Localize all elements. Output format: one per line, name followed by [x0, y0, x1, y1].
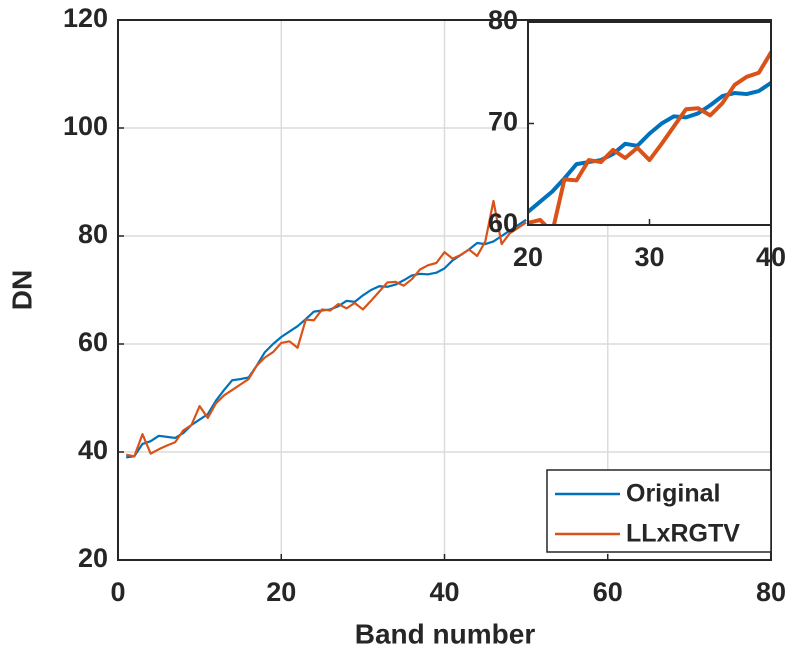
axes-frame — [527, 21, 772, 226]
y-tick-label: 80 — [78, 219, 108, 249]
y-tick-label: 120 — [63, 3, 108, 33]
legend-box — [546, 469, 772, 553]
plot-area — [125, 199, 527, 459]
x-tick-label: 80 — [756, 577, 786, 607]
line — [528, 50, 771, 225]
x-tick-label: 40 — [756, 242, 786, 272]
x-tick-label: 40 — [429, 577, 459, 607]
x-axis-label: Band number — [355, 618, 536, 649]
y-axis-label: DN — [6, 270, 37, 310]
axes-frame — [117, 19, 772, 561]
y-tick-label: 60 — [78, 327, 108, 357]
legend-label: Original — [626, 480, 720, 508]
y-tick-label: 70 — [488, 107, 518, 137]
x-tick-label: 0 — [110, 577, 125, 607]
x-tick-label: 20 — [266, 577, 296, 607]
x-tick-label: 60 — [593, 577, 623, 607]
y-tick-label: 20 — [78, 543, 108, 573]
x-tick-label: 20 — [513, 242, 543, 272]
legend-label: LLxRGTV — [626, 520, 740, 548]
y-tick-label: 40 — [78, 435, 108, 465]
line — [126, 218, 527, 459]
x-tick-label: 30 — [634, 242, 664, 272]
y-tick-label: 80 — [488, 5, 518, 35]
line — [125, 199, 527, 458]
y-tick-label: 100 — [63, 111, 108, 141]
plot-area — [528, 50, 771, 225]
inset-background — [528, 22, 771, 225]
y-tick-label: 60 — [488, 208, 518, 238]
